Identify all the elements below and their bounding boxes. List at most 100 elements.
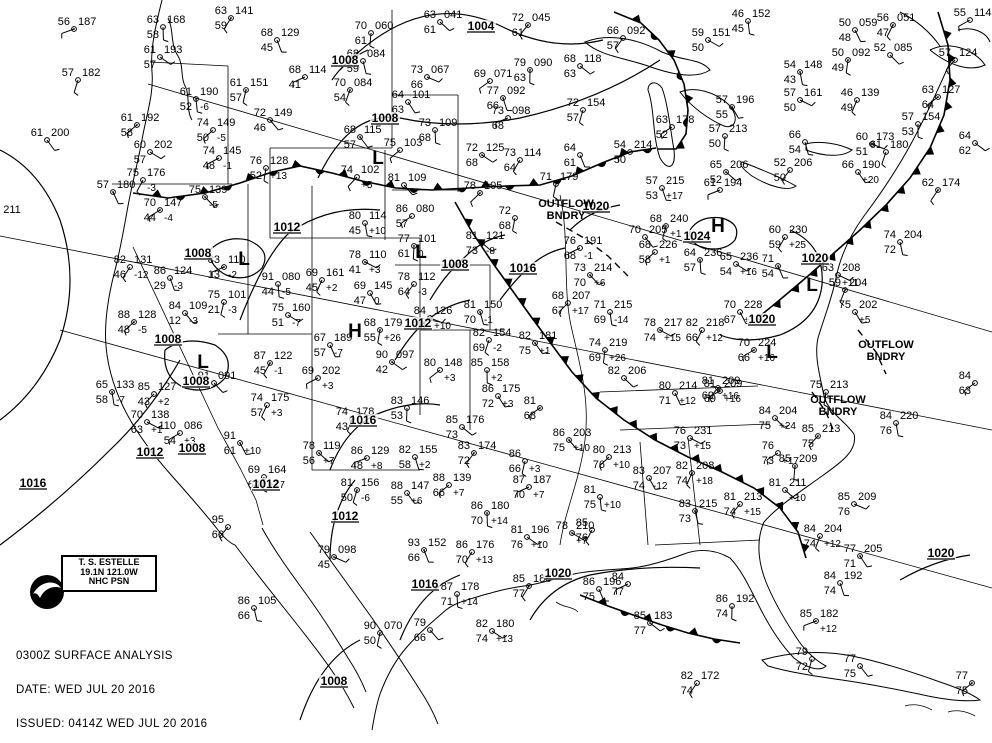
- station-dewpoint: 70: [471, 515, 483, 527]
- trough-line: [811, 391, 835, 433]
- wind-barb-icon: [292, 76, 306, 83]
- wind-barb-icon: [406, 492, 416, 504]
- wind-barb-icon: [136, 179, 144, 192]
- wind-barb-tick-icon: [746, 267, 752, 272]
- wind-barb-icon: [799, 71, 803, 85]
- high-center-symbol: H: [711, 216, 725, 237]
- label-backing: [330, 510, 360, 523]
- station-temp: 74: [251, 392, 263, 404]
- station-pressure: 213: [729, 123, 747, 135]
- station-temp: 73: [419, 117, 431, 129]
- cold-front-pip-icon: [591, 391, 600, 401]
- station-circle-icon: [360, 58, 366, 64]
- high-center-symbol: H: [348, 321, 362, 342]
- station-pressure: 202: [322, 365, 340, 377]
- station-pressure: 102: [361, 164, 379, 176]
- wind-barb-tick-icon: [709, 397, 713, 403]
- wind-barb-tick-icon: [389, 158, 393, 164]
- station-tendency: +13: [270, 171, 287, 182]
- station-temp: 64: [564, 142, 576, 154]
- station-plot: 52 206 50: [774, 157, 812, 185]
- station-circle-icon: [589, 527, 595, 533]
- station-plot: 73 109 68: [419, 117, 457, 146]
- wind-barb-tick-icon: [305, 383, 308, 389]
- wind-barb-tick-icon: [529, 82, 535, 86]
- isobar-label: 1012: [330, 509, 360, 523]
- station-temp: 77: [844, 543, 856, 555]
- station-dewpoint: 61: [398, 248, 410, 260]
- station-dewpoint: 61: [224, 445, 236, 457]
- station-pressure: 189: [334, 332, 352, 344]
- wind-barb-tick-icon: [718, 42, 724, 47]
- wind-barb-tick-icon: [470, 201, 474, 207]
- station-dewpoint: 70: [574, 277, 586, 289]
- station-dewpoint: 75: [802, 438, 814, 450]
- station-plot: 85 183 77: [634, 610, 673, 637]
- station-plot: 86 176 70 +13: [456, 539, 494, 568]
- station-dewpoint: 48: [839, 32, 851, 44]
- station-temp: 87: [441, 581, 453, 593]
- wind-barb-tick-icon: [603, 362, 609, 366]
- station-temp: 70: [334, 77, 346, 89]
- station-plot: 71 179: [540, 171, 578, 200]
- station-dewpoint: 71: [844, 558, 856, 570]
- station-tendency: -3: [174, 281, 183, 292]
- station-pressure: 109: [189, 300, 207, 312]
- station-pressure: 190: [862, 159, 880, 171]
- station-plot: 81 213 74 +15: [724, 491, 762, 519]
- station-temp: 65: [710, 159, 722, 171]
- station-circle-icon: [972, 140, 978, 146]
- isobar-label: 1012: [272, 220, 302, 234]
- station-temp: 77: [398, 233, 410, 245]
- station-circle-icon: [437, 19, 443, 25]
- cold-front-pip-icon: [948, 77, 957, 88]
- wind-barb-icon: [203, 129, 214, 140]
- wind-barb-tick-icon: [438, 493, 441, 499]
- wind-barb-tick-icon: [170, 61, 176, 65]
- wind-barb-icon: [269, 119, 279, 131]
- station-circle-icon: [887, 52, 893, 58]
- station-pressure: 121: [486, 230, 504, 242]
- isobar-value: 1016: [412, 577, 439, 591]
- station-tendency: -3: [189, 316, 198, 327]
- station-temp: 84: [880, 410, 892, 422]
- pressure-centers-layer: H H L L L L L L: [197, 148, 818, 373]
- station-plot: 85 182 +12: [800, 608, 839, 635]
- station-temp: 82: [676, 460, 688, 472]
- station-circle-icon: [316, 450, 322, 456]
- station-temp: 90: [376, 349, 388, 361]
- station-plot: 77 092 66: [487, 85, 526, 112]
- station-temp: 85: [800, 608, 812, 620]
- station-pressure: 085: [894, 42, 912, 54]
- wind-barb-tick-icon: [347, 430, 352, 435]
- cold-front-pip-icon: [809, 268, 818, 277]
- station-plot: 65 206 52: [710, 159, 749, 186]
- station-plot: 75 160 51 -7: [272, 302, 311, 329]
- station-dewpoint: 74: [681, 685, 693, 697]
- station-circle-icon: [577, 245, 583, 251]
- isobar-value: 1020: [928, 546, 955, 560]
- station-temp: 68: [552, 290, 564, 302]
- station-circle-icon: [477, 309, 483, 315]
- station-temp: 72: [466, 142, 478, 154]
- station-dewpoint: 49: [832, 62, 844, 74]
- station-plot: 91 080 44 -5: [262, 271, 300, 299]
- station-plot: 60 202 57: [134, 139, 173, 166]
- station-plot: 64 236 57: [684, 247, 722, 275]
- station-plot: 82 206: [608, 365, 646, 388]
- station-circle-icon: [652, 249, 658, 255]
- station-circle-icon: [802, 139, 808, 145]
- station-temp: 88: [118, 309, 130, 321]
- station-temp: 60: [856, 131, 868, 143]
- station-pressure: 187: [78, 16, 96, 28]
- station-plot: 69 145 47 0: [354, 280, 393, 307]
- station-pressure: 204: [779, 405, 797, 417]
- wind-barb-icon: [699, 259, 702, 274]
- station-temp: 85: [838, 491, 850, 503]
- station-dewpoint: 67: [724, 314, 736, 326]
- wind-barb-icon: [708, 390, 721, 398]
- station-dewpoint: 42: [376, 364, 388, 376]
- station-pressure: 175: [502, 383, 520, 395]
- wind-barb-tick-icon: [659, 628, 665, 632]
